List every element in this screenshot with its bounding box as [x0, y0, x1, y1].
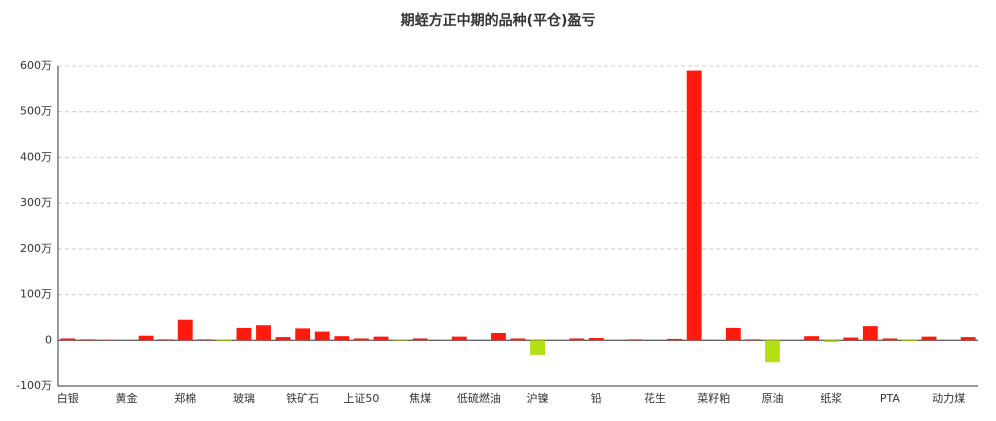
x-tick-label: 黄金 [116, 391, 138, 405]
y-tick-label: 100万 [20, 288, 52, 301]
y-tick-label: 600万 [20, 59, 52, 72]
bar [79, 339, 95, 341]
bar [295, 328, 311, 341]
bar [138, 335, 154, 341]
bar [216, 340, 232, 342]
bar [960, 337, 976, 341]
x-tick-label: 上证50 [343, 392, 379, 405]
bar [686, 70, 702, 341]
x-tick-label: 原油 [761, 391, 783, 405]
bar [628, 339, 643, 341]
bar [451, 336, 467, 341]
bar [882, 338, 898, 341]
bar [823, 340, 839, 343]
bar [530, 340, 546, 355]
bar [510, 338, 526, 341]
y-tick-label: 300万 [20, 196, 52, 209]
y-tick-label: 500万 [20, 105, 52, 118]
x-tick-label: 沪镍 [527, 391, 549, 405]
bar [275, 337, 291, 341]
x-tick-label: 焦煤 [409, 392, 431, 405]
chart-title: 期蛭方正中期的品种(平仓)盈亏 [401, 12, 596, 29]
bar [843, 337, 859, 341]
bar [314, 331, 330, 341]
y-tick-label: 200万 [20, 242, 52, 255]
bar [353, 338, 369, 341]
x-tick-label: 动力煤 [932, 392, 965, 405]
bar [60, 338, 76, 341]
bar [902, 340, 917, 342]
x-tick-label: PTA [880, 392, 900, 405]
bar [667, 338, 683, 341]
bar [490, 332, 506, 341]
bar [236, 327, 252, 341]
y-tick-label: 0 [45, 333, 52, 346]
bar [412, 338, 428, 341]
bar [197, 339, 213, 341]
bar [373, 336, 389, 341]
bar [177, 319, 193, 341]
x-tick-label: 白银 [57, 391, 79, 405]
x-tick-label: 菜籽粕 [697, 391, 730, 405]
x-tick-label: 玻璃 [233, 391, 255, 405]
bar [765, 340, 780, 363]
x-tick-label: 郑棉 [174, 391, 196, 405]
bar [921, 336, 937, 341]
bar [588, 338, 604, 341]
bar [725, 327, 741, 341]
x-tick-label: 纸浆 [820, 391, 842, 405]
x-tick-label: 铁矿石 [286, 392, 319, 405]
x-tick-label: 铅 [591, 391, 602, 405]
y-tick-label: 400万 [20, 150, 52, 163]
bar [862, 326, 878, 341]
bar [804, 336, 820, 341]
bar [334, 336, 350, 341]
bar [569, 338, 585, 341]
bar [256, 325, 271, 341]
y-tick-label: -100万 [16, 379, 52, 392]
x-tick-label: 低硫燃油 [457, 391, 501, 405]
bar [745, 339, 761, 341]
x-tick-label: 花生 [644, 391, 666, 405]
bar [158, 339, 174, 341]
